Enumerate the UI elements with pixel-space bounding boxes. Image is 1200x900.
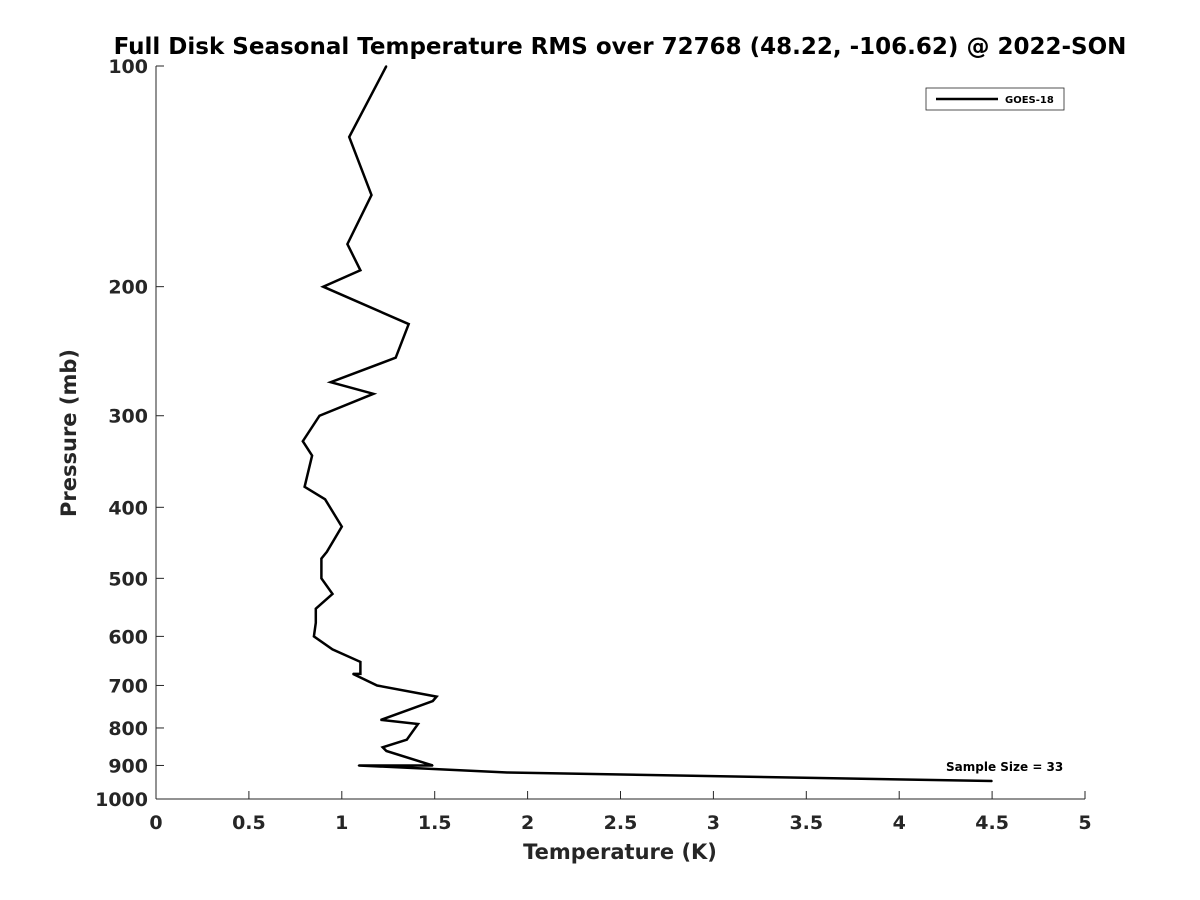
x-tick-label: 2.5 [604,812,638,834]
data-point [329,381,332,384]
x-tick-label: 4 [893,812,906,834]
data-point [385,65,388,67]
data-point [352,673,354,675]
legend: GOES-18 [925,87,1065,111]
data-point [341,525,343,528]
data-point [331,648,334,651]
y-tick-label: 700 [108,675,148,697]
data-point [318,414,321,417]
x-tick-label: 1 [335,812,348,834]
data-point [359,269,362,272]
data-point [407,323,410,325]
y-tick-label: 100 [108,56,148,78]
data-point [506,771,509,774]
x-tick-label: 3.5 [789,812,823,834]
data-point [385,750,388,752]
y-tick-label: 800 [108,718,148,740]
data-point [376,684,378,687]
data-point [320,577,323,580]
data-point [417,723,419,725]
x-tick-label: 1.5 [418,812,452,834]
data-point [372,393,375,395]
data-point [359,661,362,663]
data-point [435,695,438,698]
x-tick-label: 0.5 [232,812,266,834]
data-point [302,440,304,443]
data-point [331,593,334,595]
y-tick-label: 200 [108,277,148,299]
data-point [359,673,362,675]
data-point [315,622,317,624]
data-point [303,486,306,488]
series-layer [301,65,993,783]
x-ticks: 0 0.5 1 1.5 2 2.5 3 3.5 4 4.5 5 [149,791,1092,834]
x-tick-label: 2 [521,812,534,834]
y-tick-label: 900 [108,755,148,777]
data-point [357,764,360,767]
legend-entry-goes-18: GOES-18 [1005,95,1054,106]
data-point [326,551,328,553]
x-tick-label: 5 [1078,812,1091,834]
y-axis-label: Pressure (mb) [57,349,81,517]
data-point [394,356,397,359]
y-tick-label: 1000 [95,789,148,811]
data-point [346,243,349,245]
data-point [311,454,313,457]
y-tick-label: 300 [108,406,148,428]
data-point [324,498,326,501]
x-tick-label: 4.5 [975,812,1009,834]
sample-size-annotation: Sample Size = 33 [946,760,1063,774]
y-tick-label: 600 [108,626,148,648]
data-point [320,557,323,560]
x-tick-label: 3 [707,812,720,834]
data-point [381,746,384,749]
chart-title: Full Disk Seasonal Temperature RMS over … [114,34,1127,60]
y-ticks: 100 200 300 400 500 600 700 800 900 1000 [95,56,164,811]
data-point [322,285,325,288]
data-point [432,764,434,767]
data-point [432,700,434,702]
y-tick-label: 500 [108,568,148,590]
data-point [406,738,408,741]
data-point [313,635,315,638]
data-point [348,136,351,138]
data-point [315,607,317,610]
x-tick-label: 0 [149,812,162,834]
data-point [380,719,382,721]
data-point [991,780,993,782]
y-tick-label: 400 [108,497,148,519]
x-axis-label: Temperature (K) [523,840,717,864]
data-point [370,194,373,196]
